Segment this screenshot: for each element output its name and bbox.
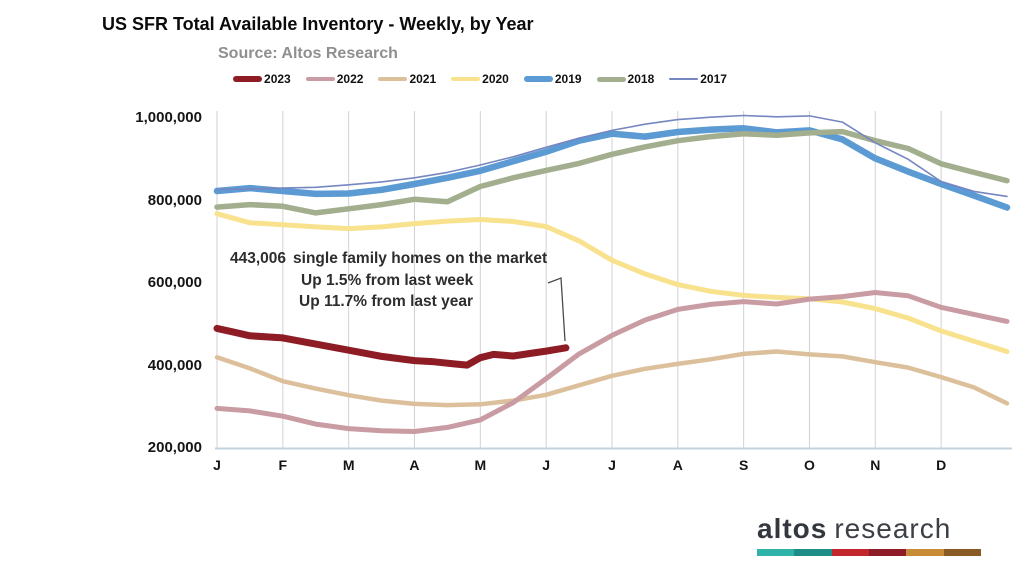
y-axis-label: 200,000 bbox=[147, 439, 202, 456]
chart-subtitle: Source: Altos Research bbox=[218, 45, 398, 62]
x-axis-label: S bbox=[738, 457, 749, 473]
legend-swatch-2022 bbox=[305, 77, 335, 81]
annotation-year-change: Up 11.7% from last year bbox=[299, 293, 474, 310]
legend-label-2020: 2020 bbox=[482, 72, 509, 86]
y-axis-label: 800,000 bbox=[147, 191, 202, 209]
legend-label-2023: 2023 bbox=[264, 72, 291, 86]
legend-item-2017: 2017 bbox=[669, 72, 727, 86]
legend-label-2018: 2018 bbox=[627, 72, 655, 86]
legend-item-2022: 2022 bbox=[305, 72, 364, 86]
series-line-2022 bbox=[214, 290, 1010, 434]
annotation: 443,006 single family homes on the market bbox=[230, 250, 547, 268]
legend-swatch-2021 bbox=[378, 77, 408, 81]
x-axis-label: A bbox=[672, 457, 683, 473]
logo-bar-segment-5 bbox=[906, 549, 944, 556]
logo-brand-bold: altos bbox=[757, 513, 828, 544]
logo-text: altos research bbox=[757, 515, 981, 543]
legend-item-2018: 2018 bbox=[596, 72, 655, 86]
annotation-value: 443,006 bbox=[230, 250, 287, 267]
chart-title: US SFR Total Available Inventory - Weekl… bbox=[102, 14, 534, 34]
logo-color-bar bbox=[757, 549, 981, 556]
logo-bar-segment-6 bbox=[943, 549, 981, 556]
legend-label-2022: 2022 bbox=[336, 72, 364, 86]
series-line-2020 bbox=[214, 211, 1010, 354]
x-axis-label: N bbox=[870, 457, 881, 473]
series-line-2021 bbox=[214, 349, 1010, 408]
annotation-week-change: Up 1.5% from last week bbox=[301, 272, 474, 289]
legend-swatch-2020 bbox=[451, 77, 481, 81]
legend-swatch-2023 bbox=[233, 76, 263, 82]
logo-bar-segment-3 bbox=[831, 549, 869, 556]
x-axis-label: M bbox=[474, 457, 487, 473]
logo-brand-light: research bbox=[834, 513, 952, 544]
y-axis-label: 600,000 bbox=[147, 274, 202, 291]
legend-label-2021: 2021 bbox=[409, 72, 437, 86]
x-axis-label: J bbox=[542, 457, 551, 473]
annotation-leader-line bbox=[547, 277, 566, 342]
y-axis-label: 1,000,000 bbox=[135, 109, 202, 126]
y-axis-label: 400,000 bbox=[147, 356, 202, 374]
legend-item-2021: 2021 bbox=[378, 72, 436, 86]
legend-label-2019: 2019 bbox=[554, 72, 582, 86]
x-axis-label: D bbox=[936, 457, 947, 473]
series-line-2018 bbox=[214, 128, 1010, 216]
legend-item-2023: 2023 bbox=[233, 72, 291, 86]
legend-swatch-2018 bbox=[596, 76, 626, 82]
logo-bar-segment-1 bbox=[757, 549, 795, 556]
legend-item-2020: 2020 bbox=[451, 72, 509, 86]
legend-swatch-2019 bbox=[523, 76, 553, 82]
x-axis-label: J bbox=[213, 457, 221, 473]
series-line-2019 bbox=[213, 125, 1011, 211]
annotation-text: single family homes on the market bbox=[293, 250, 548, 267]
series-line-2023 bbox=[213, 324, 570, 369]
series-line-2017 bbox=[216, 114, 1008, 198]
logo-bar-segment-2 bbox=[794, 549, 832, 556]
legend-label-2017: 2017 bbox=[700, 72, 727, 86]
altos-research-logo: altos research bbox=[757, 515, 981, 556]
legend-swatch-2017 bbox=[669, 78, 699, 80]
x-axis-label: J bbox=[608, 457, 616, 473]
legend-item-2019: 2019 bbox=[523, 72, 582, 86]
x-axis-label: M bbox=[342, 457, 355, 473]
logo-bar-segment-4 bbox=[868, 549, 907, 556]
x-axis-label: F bbox=[278, 457, 288, 473]
x-axis-label: A bbox=[409, 457, 420, 473]
legend: 2023 2022 2021 2020 2019 2018 2017 bbox=[150, 72, 810, 86]
x-axis-label: O bbox=[804, 457, 815, 473]
gridlines bbox=[216, 111, 942, 448]
